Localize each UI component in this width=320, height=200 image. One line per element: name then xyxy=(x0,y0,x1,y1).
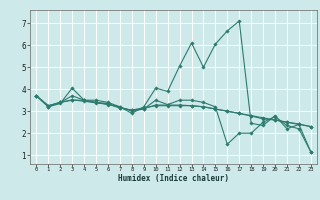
X-axis label: Humidex (Indice chaleur): Humidex (Indice chaleur) xyxy=(118,174,229,183)
